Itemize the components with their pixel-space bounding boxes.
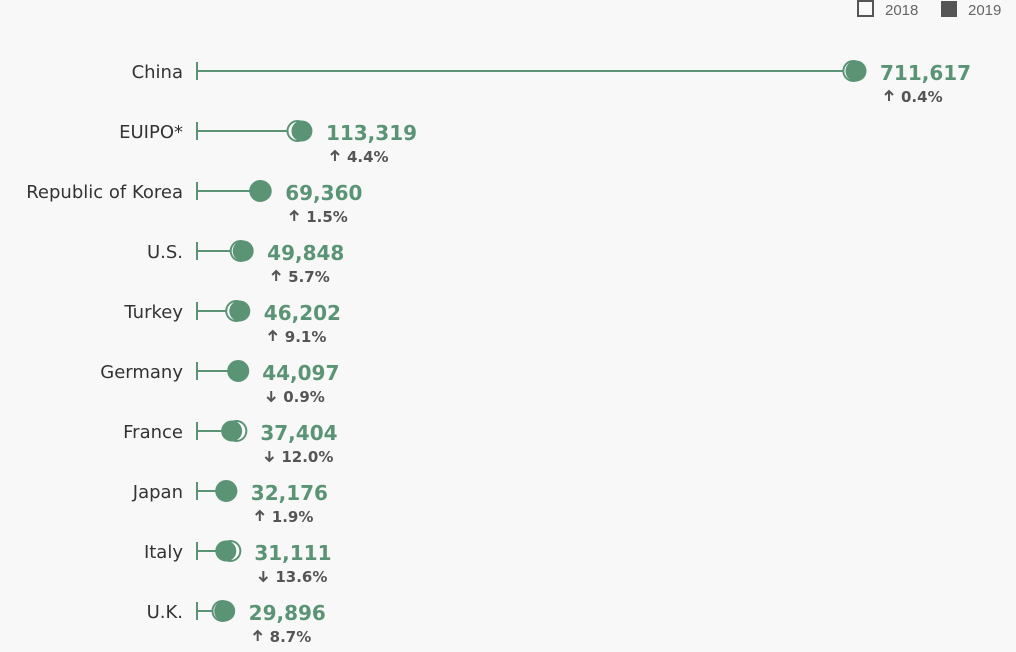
arrow-down-icon xyxy=(266,391,276,403)
arrow-head xyxy=(258,576,269,583)
value-label: 44,097 xyxy=(262,361,339,385)
dot-2019 xyxy=(214,600,236,622)
chart-row: China 711,617 0.4% xyxy=(132,60,971,106)
value-label: 711,617 xyxy=(880,61,971,85)
arrow-head xyxy=(252,629,263,636)
arrow-up-icon xyxy=(884,89,894,101)
change-label: 9.1% xyxy=(285,328,327,346)
value-label: 29,896 xyxy=(249,601,326,625)
arrow-head xyxy=(264,456,275,463)
dot-2019 xyxy=(215,540,237,562)
arrow-up-icon xyxy=(255,509,265,521)
chart-row: Republic of Korea 69,360 1.5% xyxy=(26,180,362,226)
value-label: 31,111 xyxy=(254,541,331,565)
value-label: 49,848 xyxy=(267,241,344,265)
chart-row: France 37,404 12.0% xyxy=(123,420,338,466)
category-label: U.K. xyxy=(147,602,183,623)
chart-row: EUIPO* 113,319 4.4% xyxy=(119,120,417,166)
change-label: 12.0% xyxy=(281,448,333,466)
chart-row: Turkey 46,202 9.1% xyxy=(123,300,341,346)
chart-row: U.K. 29,896 8.7% xyxy=(147,600,326,646)
category-label: France xyxy=(123,422,183,443)
arrow-head xyxy=(271,269,281,276)
arrow-head xyxy=(330,149,340,156)
change-label: 0.9% xyxy=(283,388,325,406)
legend-swatch-2018 xyxy=(857,0,874,17)
arrow-down-icon xyxy=(264,451,275,463)
arrow-down-icon xyxy=(258,571,269,583)
chart-row: Italy 31,111 13.6% xyxy=(144,540,332,586)
legend: 2018 2019 xyxy=(857,0,1001,19)
change-label: 1.9% xyxy=(272,508,314,526)
change-label: 8.7% xyxy=(270,628,312,646)
chart-row: U.S. 49,848 5.7% xyxy=(147,240,344,286)
dot-2019 xyxy=(845,60,867,82)
dot-2019 xyxy=(229,300,251,322)
category-label: Germany xyxy=(100,362,183,383)
value-label: 32,176 xyxy=(251,481,328,505)
arrow-up-icon xyxy=(330,149,340,161)
value-label: 37,404 xyxy=(260,421,337,445)
legend-swatch-2019 xyxy=(941,1,957,17)
value-label: 69,360 xyxy=(285,181,362,205)
dot-2019 xyxy=(227,360,249,382)
change-label: 5.7% xyxy=(288,268,330,286)
arrow-up-icon xyxy=(271,269,281,281)
change-label: 0.4% xyxy=(901,88,943,106)
value-label: 46,202 xyxy=(264,301,341,325)
dot-2019 xyxy=(216,480,238,502)
change-label: 1.5% xyxy=(306,208,348,226)
legend-label-2019: 2019 xyxy=(968,2,1001,19)
dot-2019 xyxy=(221,420,243,442)
arrow-head xyxy=(289,209,299,216)
category-label: Turkey xyxy=(123,302,183,323)
change-label: 13.6% xyxy=(275,568,327,586)
chart-row: Germany 44,097 0.9% xyxy=(100,360,339,406)
category-label: Italy xyxy=(144,542,183,563)
arrow-up-icon xyxy=(252,629,263,641)
arrow-head xyxy=(884,89,894,96)
arrow-head xyxy=(266,396,276,403)
arrow-up-icon xyxy=(289,209,299,221)
legend-label-2018: 2018 xyxy=(885,2,918,19)
category-label: EUIPO* xyxy=(119,122,183,143)
category-label: China xyxy=(132,62,183,83)
dot-2019 xyxy=(291,120,313,142)
arrow-head xyxy=(255,509,265,516)
dot-2019 xyxy=(232,240,254,262)
category-label: Japan xyxy=(132,482,183,503)
dot-2019 xyxy=(250,180,272,202)
arrow-up-icon xyxy=(268,329,278,341)
chart-rows: China 711,617 0.4% EUIPO* 113,319 4.4% Republi… xyxy=(26,60,971,646)
category-label: U.S. xyxy=(147,242,183,263)
arrow-head xyxy=(268,329,278,336)
chart-row: Japan 32,176 1.9% xyxy=(132,480,328,526)
category-label: Republic of Korea xyxy=(26,182,183,203)
value-label: 113,319 xyxy=(326,121,417,145)
change-label: 4.4% xyxy=(347,148,389,166)
